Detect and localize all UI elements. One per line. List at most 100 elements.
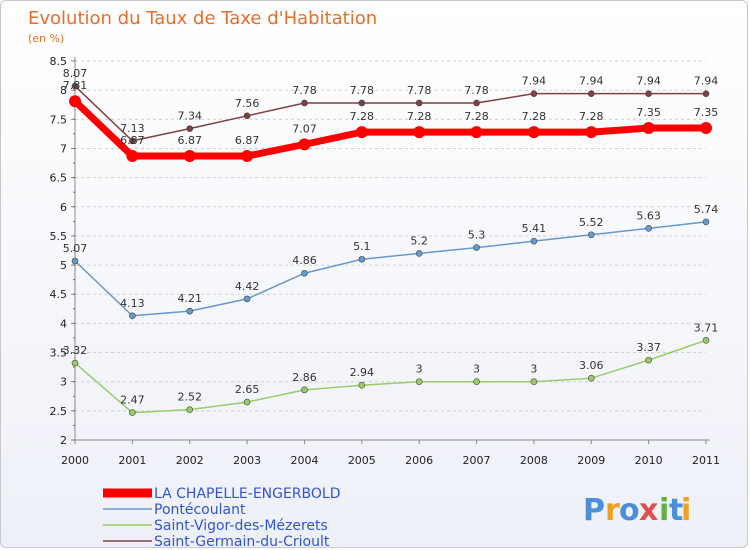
data-point [71,257,79,265]
data-label: 7.28 [407,110,432,123]
data-label: 7.78 [292,84,317,97]
data-label: 2.52 [177,391,202,404]
data-label: 6.87 [235,134,260,147]
y-tick-label: 8.5 [50,55,68,68]
y-tick-label: 7 [60,142,67,155]
data-label: 7.35 [636,106,661,119]
legend-label: LA CHAPELLE-ENGERBOLD [154,486,341,502]
data-point [71,359,79,367]
data-point [129,409,136,416]
x-tick-label: 2004 [290,454,318,467]
data-label: 6.87 [177,134,202,147]
data-label: 7.78 [464,84,489,97]
data-label: 6.87 [120,134,145,147]
data-point [473,99,480,107]
data-point [700,122,712,135]
legend-label: Pontécoulant [154,502,246,518]
data-label: 8.07 [63,67,88,80]
data-label: 7.81 [63,79,88,92]
data-point [645,225,652,232]
data-label: 7.94 [579,75,604,88]
data-label: 2.94 [350,366,375,379]
data-label: 3.71 [694,321,719,334]
data-point [415,250,423,257]
data-label: 7.94 [694,75,719,88]
data-point [587,231,595,239]
data-point [530,378,538,385]
x-tick-label: 2001 [118,454,146,467]
y-tick-label: 2.5 [50,405,68,418]
data-point [243,112,251,120]
data-point [587,374,595,382]
y-tick-label: 4 [60,317,67,330]
x-tick-label: 2010 [635,454,663,467]
data-point [183,150,196,163]
x-tick-label: 2008 [520,454,548,467]
series-2: 3.32 2.47 2.52 2.65 2.86 2.94 3 3 3 3.06 3.37 3.71 [63,321,719,416]
data-label: 2.65 [235,383,260,396]
data-point [69,95,81,108]
x-tick-label: 2003 [233,454,261,467]
data-label: 2.47 [120,394,145,407]
y-tick-label: 6 [60,201,67,214]
data-point [298,138,311,151]
data-label: 4.21 [177,292,202,305]
series-1: 5.07 4.13 4.21 4.42 4.86 5.1 5.2 5.3 5.41 5.52 5.6… [63,203,719,320]
data-label: 7.34 [177,110,202,123]
data-point [243,295,251,303]
data-label: 5.07 [63,242,88,255]
data-label: 5.74 [694,203,719,216]
data-point [186,406,194,413]
data-point [301,269,308,277]
data-label: 3 [473,363,480,376]
data-label: 7.94 [636,75,661,88]
x-tick-label: 2011 [692,454,720,467]
data-label: 3.32 [63,344,88,357]
x-tick-label: 2007 [463,454,491,467]
legend: LA CHAPELLE-ENGERBOLDPontécoulantSaint-V… [103,486,341,550]
logo-letter: x [639,493,658,528]
data-label: 7.94 [522,75,547,88]
series-line [74,221,707,317]
data-point [71,82,79,90]
data-point [702,90,710,97]
data-point [241,150,254,163]
data-label: 7.28 [522,110,547,123]
series-line [74,85,707,142]
data-point [527,126,540,139]
data-label: 3 [530,363,537,376]
data-point [415,378,423,385]
data-point [358,99,366,107]
data-label: 5.3 [468,229,486,242]
data-label: 7.28 [579,110,604,123]
data-point [473,378,480,385]
chart-title: Evolution du Taux de Taxe d'Habitation [28,8,377,29]
data-point [129,312,136,320]
y-tick-label: 2 [60,434,67,447]
logo-letter: r [605,493,620,528]
logo-letter: i [681,493,691,528]
y-tick-label: 6.5 [50,172,68,185]
logo-letter: P [583,493,605,528]
chart-subtitle: (en %) [28,32,64,45]
legend-label: Saint-Vigor-des-Mézerets [154,518,328,534]
data-point [530,237,538,245]
series-3: 8.07 7.13 7.34 7.56 7.78 7.78 7.78 7.78 7.94 7.94… [63,67,719,145]
logo-letter: i [659,493,669,528]
data-point [243,398,251,406]
y-tick-label: 5 [60,259,67,272]
data-point [301,386,308,394]
data-point [645,356,652,364]
data-label: 7.13 [120,122,145,135]
data-point [186,125,194,132]
data-label: 3.06 [579,359,604,372]
data-point [186,307,194,315]
data-label: 7.35 [694,106,719,119]
data-point [301,99,308,107]
data-point [645,90,652,97]
data-label: 7.56 [235,97,260,110]
x-tick-label: 2006 [405,454,433,467]
x-ticks: 2000 2001 2002 2003 2004 2005 2006 2007 2008 2009… [61,454,720,467]
series-layer: 8.07 7.13 7.34 7.56 7.78 7.78 7.78 7.78 7.94 7.94… [63,67,719,416]
